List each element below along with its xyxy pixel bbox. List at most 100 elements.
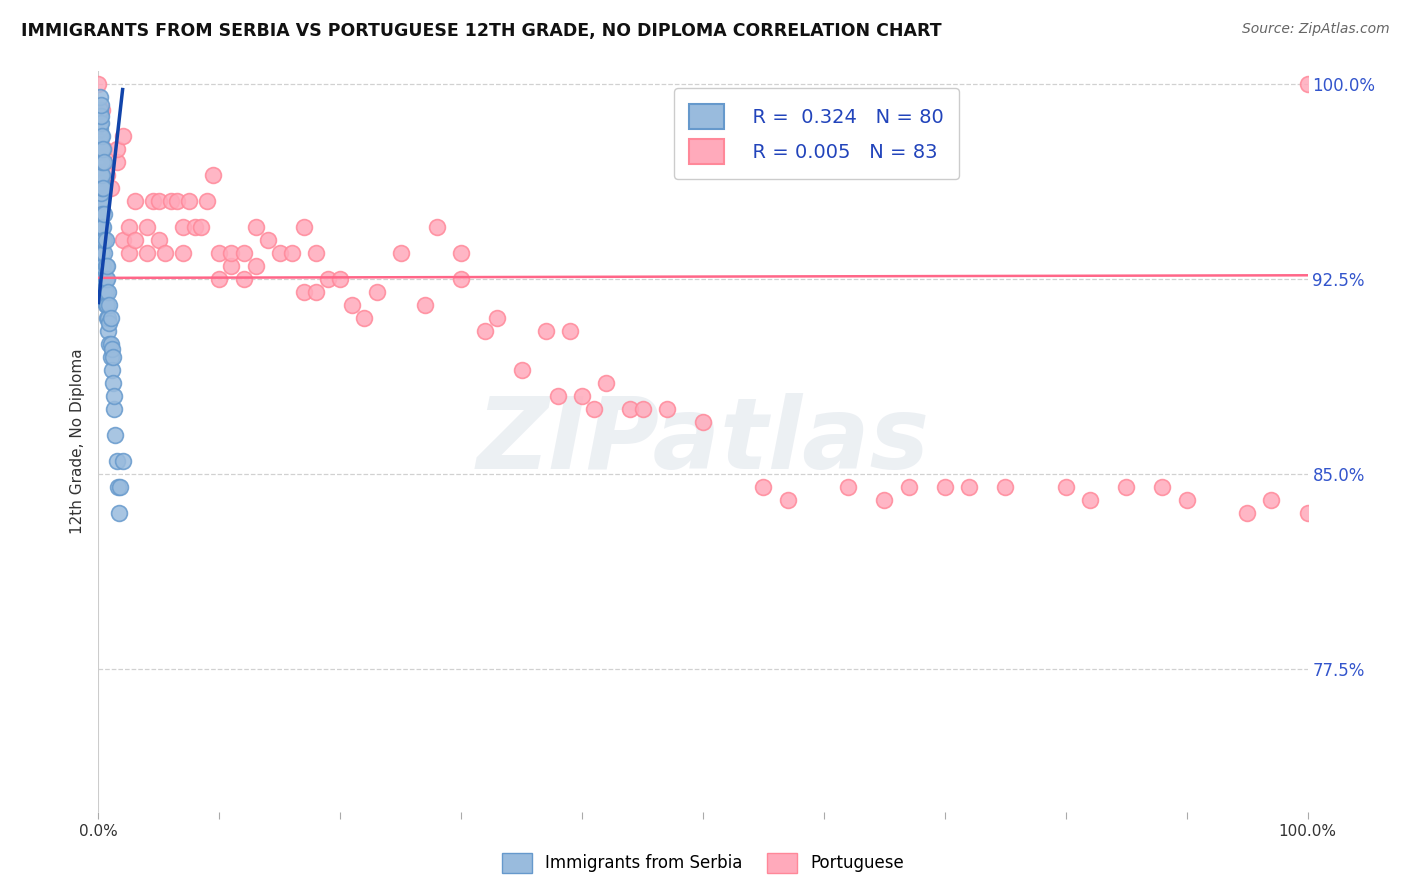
- Point: [994, 480, 1017, 494]
- Point: [292, 220, 315, 235]
- Point: [172, 246, 194, 260]
- Point: [486, 311, 509, 326]
- Point: [98, 337, 121, 351]
- Point: [100, 363, 122, 377]
- Point: [90, 176, 112, 190]
- Text: IMMIGRANTS FROM SERBIA VS PORTUGUESE 12TH GRADE, NO DIPLOMA CORRELATION CHART: IMMIGRANTS FROM SERBIA VS PORTUGUESE 12T…: [21, 22, 942, 40]
- Point: [91, 220, 114, 235]
- Point: [571, 389, 593, 403]
- Point: [166, 194, 188, 209]
- Point: [100, 343, 122, 357]
- Point: [94, 259, 117, 273]
- Point: [118, 246, 141, 260]
- Point: [91, 259, 114, 273]
- Point: [655, 402, 678, 417]
- Point: [245, 220, 267, 235]
- Point: [89, 168, 111, 182]
- Point: [221, 246, 243, 260]
- Point: [91, 259, 114, 273]
- Point: [1260, 493, 1282, 508]
- Point: [90, 194, 112, 209]
- Point: [558, 324, 581, 338]
- Point: [89, 194, 111, 209]
- Point: [87, 78, 110, 92]
- Point: [101, 376, 124, 390]
- Point: [96, 168, 118, 182]
- Point: [118, 220, 141, 235]
- Point: [105, 142, 128, 156]
- Point: [98, 316, 121, 330]
- Point: [91, 233, 114, 247]
- Point: [195, 194, 218, 209]
- Point: [692, 415, 714, 429]
- Point: [89, 121, 111, 136]
- Point: [91, 246, 114, 260]
- Point: [89, 142, 111, 156]
- Point: [91, 207, 114, 221]
- Point: [97, 285, 120, 300]
- Point: [105, 155, 128, 169]
- Point: [100, 311, 122, 326]
- Point: [97, 311, 120, 326]
- Point: [90, 116, 112, 130]
- Point: [1296, 506, 1319, 520]
- Point: [208, 246, 231, 260]
- Point: [1175, 493, 1198, 508]
- Point: [91, 181, 114, 195]
- Point: [93, 207, 115, 221]
- Point: [269, 246, 291, 260]
- Point: [179, 194, 201, 209]
- Point: [97, 324, 120, 338]
- Point: [98, 298, 121, 312]
- Point: [89, 150, 111, 164]
- Point: [148, 194, 170, 209]
- Point: [389, 246, 412, 260]
- Point: [93, 272, 115, 286]
- Point: [90, 186, 112, 201]
- Point: [89, 103, 111, 118]
- Point: [91, 181, 114, 195]
- Text: ZIPatlas: ZIPatlas: [477, 393, 929, 490]
- Point: [873, 493, 896, 508]
- Point: [90, 220, 112, 235]
- Point: [89, 109, 111, 123]
- Point: [90, 168, 112, 182]
- Point: [105, 454, 128, 468]
- Point: [631, 402, 654, 417]
- Point: [93, 142, 115, 156]
- Point: [897, 480, 920, 494]
- Point: [91, 142, 114, 156]
- Point: [101, 350, 124, 364]
- Point: [103, 389, 125, 403]
- Point: [281, 246, 304, 260]
- Point: [87, 181, 110, 195]
- Point: [450, 246, 472, 260]
- Point: [93, 233, 115, 247]
- Point: [100, 181, 122, 195]
- Point: [103, 402, 125, 417]
- Point: [100, 337, 122, 351]
- Point: [619, 402, 641, 417]
- Point: [96, 272, 118, 286]
- Point: [413, 298, 436, 312]
- Point: [91, 220, 114, 235]
- Point: [316, 272, 339, 286]
- Point: [172, 220, 194, 235]
- Point: [111, 233, 134, 247]
- Point: [89, 129, 111, 144]
- Point: [256, 233, 278, 247]
- Point: [108, 480, 131, 494]
- Point: [100, 350, 122, 364]
- Point: [89, 161, 111, 175]
- Point: [135, 220, 157, 235]
- Point: [153, 246, 176, 260]
- Point: [91, 129, 114, 144]
- Point: [160, 194, 183, 209]
- Point: [366, 285, 388, 300]
- Point: [1054, 480, 1077, 494]
- Point: [89, 116, 111, 130]
- Point: [90, 233, 112, 247]
- Point: [90, 98, 112, 112]
- Point: [221, 259, 243, 273]
- Point: [1296, 78, 1319, 92]
